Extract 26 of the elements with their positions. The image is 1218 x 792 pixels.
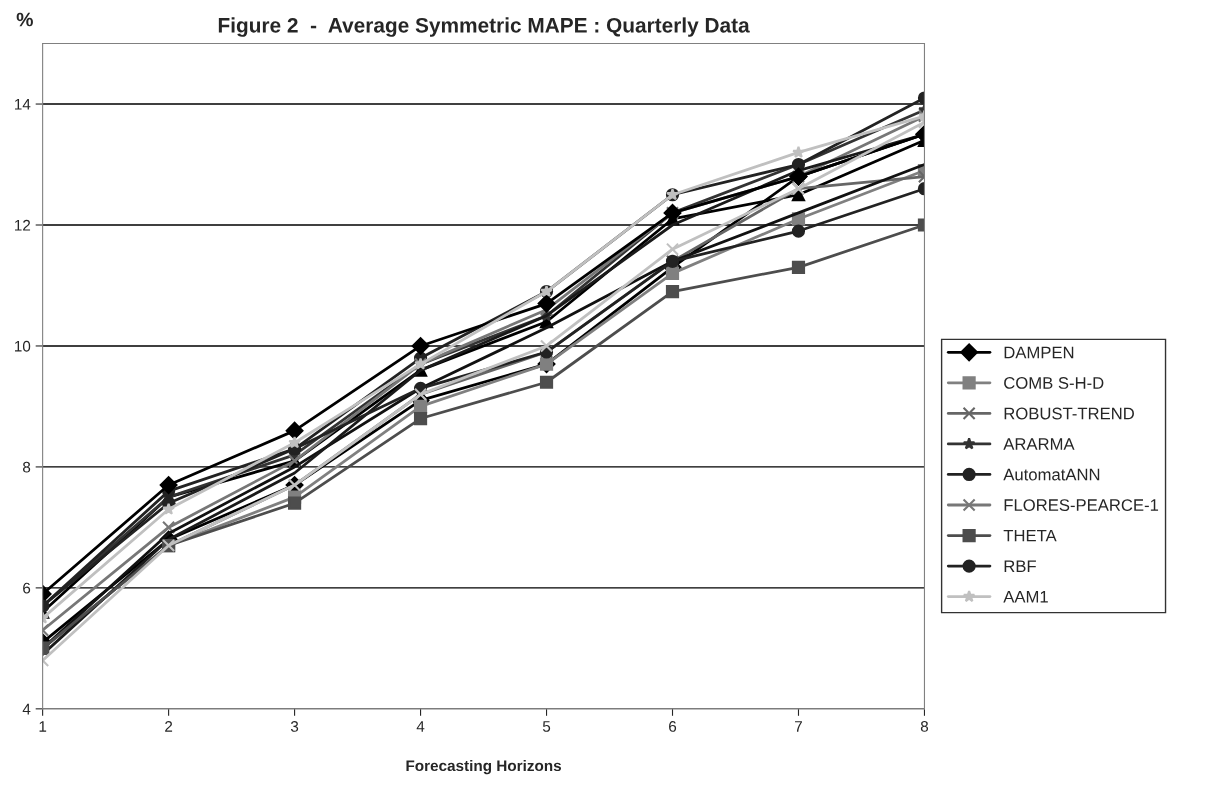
legend-label: FLORES-PEARCE-1 (1004, 499, 1159, 511)
legend-label: ROBUST-TREND (1004, 407, 1134, 420)
x-tick-label: 1 (39, 721, 47, 732)
legend-label: ARARMA (1003, 438, 1075, 450)
y-tick-label: 14 (15, 99, 31, 110)
chart-title: Figure 2 - Average Symmetric MAPE : Quarterly Data (218, 17, 750, 37)
y-tick-label: 4 (22, 703, 31, 715)
legend-label: THETA (1003, 529, 1057, 542)
y-axis-title: % (16, 12, 33, 27)
x-tick-label: 8 (920, 721, 929, 732)
legend-label: AAM1 (1003, 590, 1048, 603)
legend-label: RBF (1004, 560, 1036, 572)
x-tick-label: 4 (416, 721, 425, 732)
x-tick-label: 3 (290, 721, 299, 732)
x-axis-title: Forecasting Horizons (406, 759, 562, 775)
legend-label: AutomatANN (1003, 468, 1100, 481)
legend-label: COMB S-H-D (1004, 377, 1104, 389)
x-tick-label: 5 (542, 721, 551, 732)
x-tick-label: 7 (795, 721, 802, 732)
x-tick-label: 6 (669, 721, 677, 732)
legend-label: DAMPEN (1004, 346, 1074, 359)
y-tick-label: 10 (15, 340, 31, 352)
y-tick-label: 12 (15, 219, 31, 231)
y-tick-label: 6 (23, 582, 31, 594)
x-tick-label: 2 (165, 721, 173, 732)
y-tick-label: 8 (22, 461, 31, 473)
